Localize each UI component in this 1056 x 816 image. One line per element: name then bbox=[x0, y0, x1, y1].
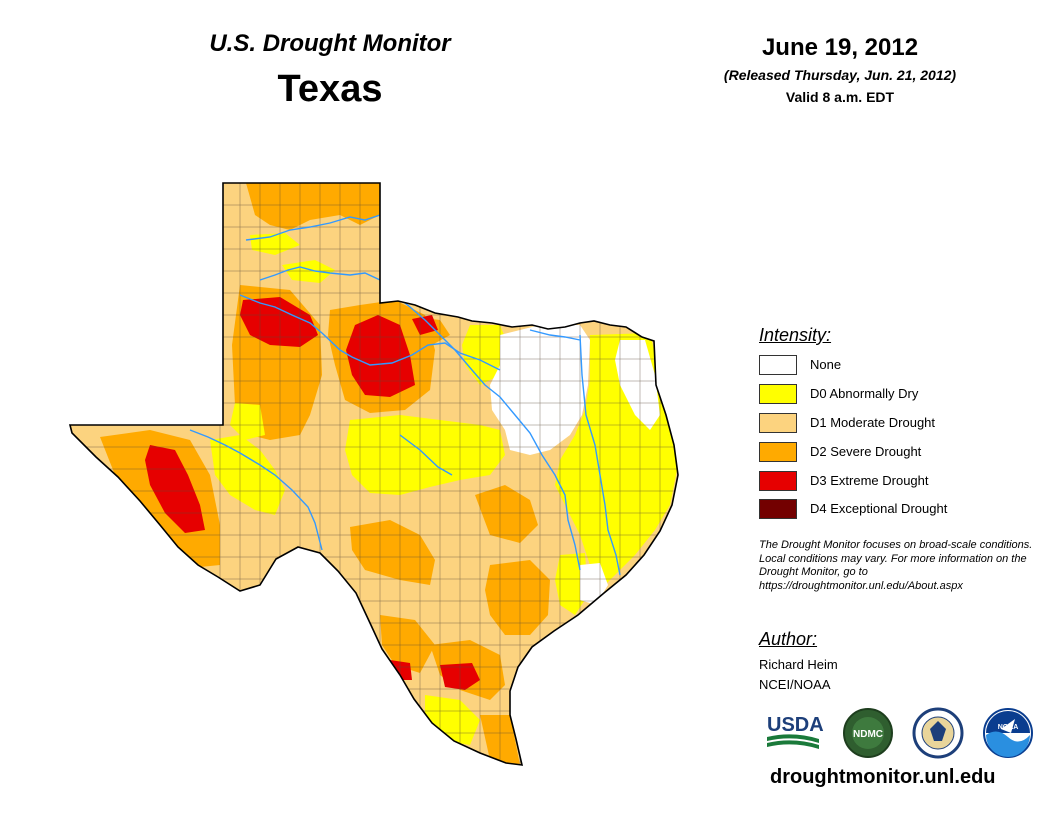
legend-item-d2: D2 Severe Drought bbox=[759, 442, 1019, 466]
none-region bbox=[615, 340, 660, 430]
rivers bbox=[189, 214, 621, 576]
state-title: Texas bbox=[277, 68, 383, 110]
series-title: U.S. Drought Monitor bbox=[209, 30, 451, 57]
valid-time: Valid 8 a.m. EDT bbox=[785, 89, 895, 105]
legend-label: D4 Exceptional Drought bbox=[810, 501, 948, 516]
legend-swatch bbox=[759, 442, 797, 462]
legend-item-none: None bbox=[759, 355, 1019, 379]
usda-logo: USDA bbox=[767, 714, 824, 749]
legend-item-d1: D1 Moderate Drought bbox=[759, 413, 1019, 437]
legend-item-d3: D3 Extreme Drought bbox=[759, 471, 1019, 495]
release-date: (Released Thursday, Jun. 21, 2012) bbox=[723, 67, 957, 83]
legend-label: D0 Abnormally Dry bbox=[810, 386, 919, 401]
website-link[interactable]: droughtmonitor.unl.edu bbox=[770, 766, 996, 788]
map-date: June 19, 2012 bbox=[761, 34, 919, 61]
legend-swatch bbox=[759, 499, 797, 519]
partner-logos: USDA NDMC NOAA bbox=[767, 707, 1033, 759]
legend-swatch bbox=[759, 355, 797, 375]
author-heading: Author: bbox=[759, 629, 818, 649]
disclaimer-text: The Drought Monitor focuses on broad-sca… bbox=[759, 539, 1033, 592]
usda-logo-text: USDA bbox=[767, 714, 824, 736]
legend-label: D1 Moderate Drought bbox=[810, 415, 936, 430]
legend-item-d4: D4 Exceptional Drought bbox=[759, 499, 1019, 523]
commerce-seal-icon bbox=[912, 707, 964, 759]
legend-heading: Intensity: bbox=[759, 325, 832, 345]
legend-swatch bbox=[759, 413, 797, 433]
author-org: NCEI/NOAA bbox=[759, 677, 831, 692]
ndmc-logo: NDMC bbox=[843, 708, 893, 758]
legend-swatch bbox=[759, 384, 797, 404]
noaa-logo: NOAA bbox=[983, 708, 1033, 758]
legend-item-d0: D0 Abnormally Dry bbox=[759, 384, 1019, 408]
legend-label: D2 Severe Drought bbox=[810, 444, 922, 459]
noaa-logo-text: NOAA bbox=[998, 724, 1019, 731]
author-name: Richard Heim bbox=[759, 657, 838, 672]
ndmc-logo-text: NDMC bbox=[853, 729, 883, 740]
legend-label: D3 Extreme Drought bbox=[810, 473, 929, 488]
legend-label: None bbox=[810, 357, 842, 372]
legend-swatch bbox=[759, 471, 797, 491]
texas-drought-map bbox=[68, 182, 679, 766]
texas-outline bbox=[68, 182, 679, 766]
